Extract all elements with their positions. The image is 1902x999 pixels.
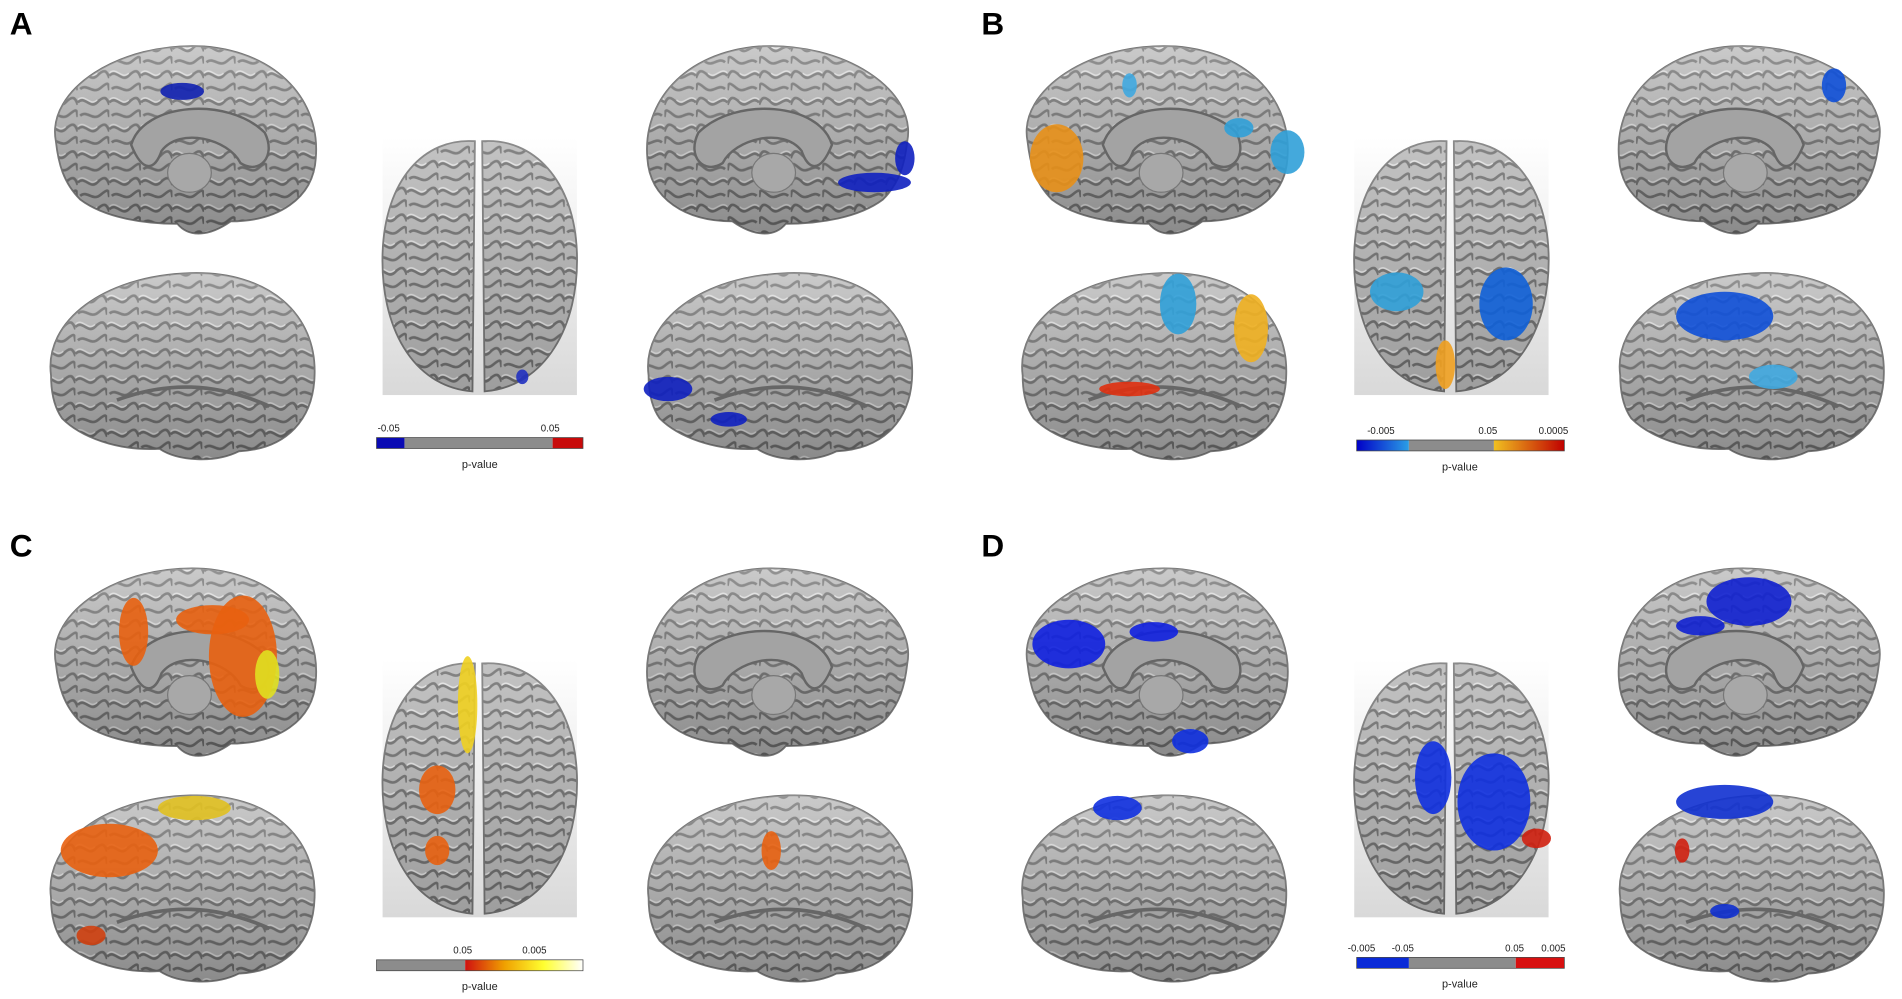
activation <box>1233 294 1268 363</box>
colorbar-segment <box>1408 957 1516 969</box>
colorbar-tick-label: -0.005 <box>1367 426 1395 437</box>
activation <box>1370 272 1424 312</box>
brain-left-lateral <box>48 793 317 984</box>
activation <box>1122 73 1137 98</box>
activation <box>425 835 450 866</box>
activation <box>1821 68 1847 103</box>
activation <box>838 172 911 193</box>
brain-dorsal <box>381 136 578 396</box>
activation <box>1129 622 1179 642</box>
activation <box>1676 291 1774 341</box>
colorbar-tick-label: 0.0005 <box>1539 426 1569 437</box>
activation <box>1676 616 1725 636</box>
brain-right-medial <box>645 44 910 235</box>
panel: A -0.05 0.05 p-value <box>10 5 915 471</box>
brain-right-lateral <box>646 271 915 462</box>
brain-right-lateral <box>646 793 915 984</box>
activation <box>255 650 280 699</box>
colorbar-title: p-value <box>1442 461 1478 473</box>
panel: B -0.005 0.05 0.0005 p-value <box>981 5 1886 473</box>
colorbar-tick-label: 0.05 <box>453 946 472 957</box>
panel-letter: B <box>981 5 1004 41</box>
activation <box>1676 784 1774 819</box>
brain-right-medial <box>645 567 910 758</box>
colorbar-frame <box>376 959 584 972</box>
activation <box>1710 903 1740 919</box>
colorbar-tick-label: -0.05 <box>1392 943 1414 954</box>
activation <box>643 376 693 402</box>
activation <box>60 823 158 878</box>
activation <box>895 141 915 176</box>
colorbar-segment <box>1515 957 1565 969</box>
activation <box>1099 381 1160 397</box>
brain-left-medial <box>53 44 318 235</box>
activation <box>1093 795 1142 821</box>
colorbar-tick-label: -0.05 <box>378 423 400 434</box>
activation <box>1521 828 1551 849</box>
activation <box>1706 577 1792 626</box>
activation <box>1032 619 1106 669</box>
colorbar-title: p-value <box>462 981 498 993</box>
panel: D -0.005 -0.05 0.05 0.005 p-value <box>981 528 1886 991</box>
activation <box>457 656 478 754</box>
colorbar-segment <box>376 959 466 971</box>
activation <box>157 795 231 821</box>
colorbar-segment <box>552 437 583 449</box>
colorbar-segment <box>404 437 553 449</box>
colorbar-frame <box>1356 957 1565 969</box>
activation <box>176 605 249 635</box>
activation <box>1414 741 1452 815</box>
colorbar-tick-label: 0.05 <box>541 423 560 434</box>
panel-letter: D <box>981 528 1004 564</box>
panel-letter: A <box>10 5 33 41</box>
brain-right-lateral <box>1617 793 1886 984</box>
colorbar-segment <box>1493 439 1565 451</box>
colorbar-segment <box>1408 439 1494 451</box>
activation <box>1457 753 1531 851</box>
brain-dorsal <box>381 658 578 919</box>
colorbar-frame <box>1356 439 1565 452</box>
colorbar-segment <box>376 437 405 449</box>
colorbar-tick-label: 0.005 <box>522 946 546 957</box>
colorbar-segment <box>1356 439 1409 451</box>
activation <box>419 765 456 815</box>
brain-left-lateral <box>48 271 317 462</box>
colorbar-title: p-value <box>1442 979 1478 991</box>
activation <box>1029 124 1084 193</box>
activation <box>761 831 781 870</box>
activation <box>516 369 529 385</box>
colorbar-frame <box>376 437 584 449</box>
activation <box>1270 130 1305 174</box>
colorbar-segment <box>1356 957 1409 969</box>
colorbar-segment <box>465 959 583 971</box>
colorbar-tick-label: 0.005 <box>1541 943 1565 954</box>
colorbar-tick-label: -0.005 <box>1348 943 1376 954</box>
activation <box>119 597 149 666</box>
activation <box>710 412 747 427</box>
panel-letter: C <box>10 528 33 564</box>
brain-left-lateral <box>1020 793 1289 984</box>
activation <box>1748 364 1798 389</box>
colorbar-tick-label: 0.05 <box>1478 426 1497 437</box>
activation <box>1435 340 1456 389</box>
activation <box>1172 729 1209 754</box>
activation <box>1479 267 1533 341</box>
panel: C 0.05 0.005 p-value <box>10 528 915 993</box>
activation <box>160 82 205 100</box>
activation <box>1674 838 1690 863</box>
activation <box>76 925 106 946</box>
colorbar-title: p-value <box>462 459 498 471</box>
activation <box>1159 273 1197 335</box>
activation <box>1224 118 1254 138</box>
colorbar-tick-label: 0.05 <box>1505 943 1524 954</box>
